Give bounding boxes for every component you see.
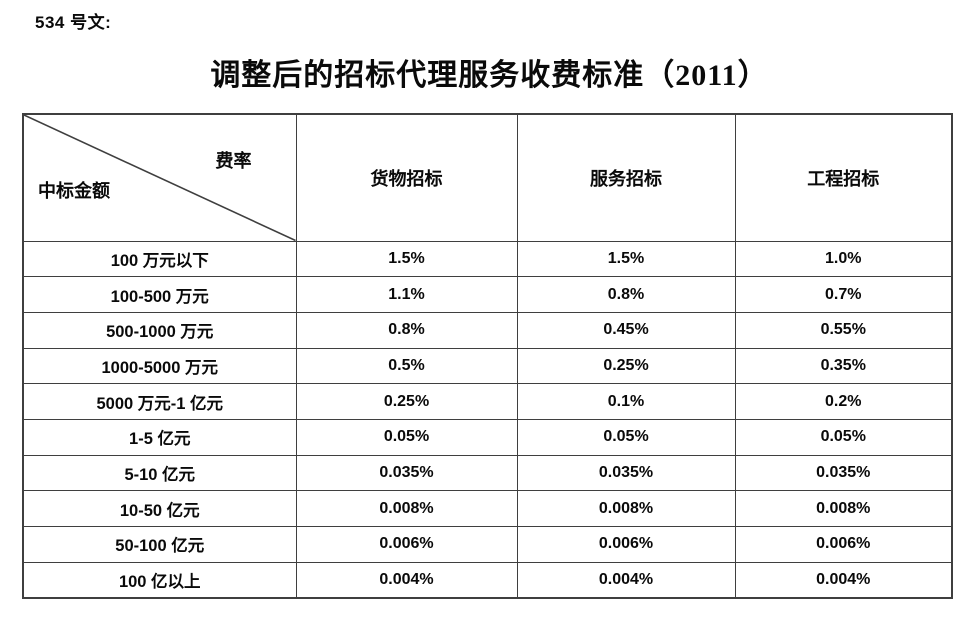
table-row: 100 万元以下 1.5% 1.5% 1.0% xyxy=(22,240,953,278)
corner-label-rate: 费率 xyxy=(215,151,252,171)
rate-value: 0.1% xyxy=(516,383,736,420)
rate-value: 0.8% xyxy=(295,311,518,349)
document-number-label: 534 号文: xyxy=(35,13,112,32)
rate-value: 0.035% xyxy=(516,454,736,492)
fee-rate-table: 费率 中标金额 货物招标 服务招标 工程招标 100 万元以下 1.5% 1.5… xyxy=(22,113,953,599)
table-header-row: 费率 中标金额 货物招标 服务招标 工程招标 xyxy=(22,113,953,242)
column-header-goods: 货物招标 xyxy=(295,113,518,242)
rate-value: 0.008% xyxy=(734,490,953,527)
table-row: 100-500 万元 1.1% 0.8% 0.7% xyxy=(22,276,953,313)
rate-value: 0.006% xyxy=(516,526,736,563)
rate-value: 0.5% xyxy=(295,347,518,385)
table-row: 50-100 亿元 0.006% 0.006% 0.006% xyxy=(22,526,953,563)
diagonal-divider-line xyxy=(24,115,295,240)
table-row: 100 亿以上 0.004% 0.004% 0.004% xyxy=(22,561,953,599)
row-label: 100 亿以上 xyxy=(22,561,297,599)
rate-value: 0.006% xyxy=(295,526,518,563)
rate-value: 0.25% xyxy=(295,383,518,420)
rate-value: 0.004% xyxy=(734,561,953,599)
row-label: 50-100 亿元 xyxy=(22,526,297,563)
rate-value: 0.006% xyxy=(734,526,953,563)
diagonal-header-cell: 费率 中标金额 xyxy=(22,113,297,242)
rate-value: 0.004% xyxy=(516,561,736,599)
row-label: 500-1000 万元 xyxy=(22,311,297,349)
table-row: 1000-5000 万元 0.5% 0.25% 0.35% xyxy=(22,347,953,385)
table-row: 10-50 亿元 0.008% 0.008% 0.008% xyxy=(22,490,953,527)
rate-value: 0.008% xyxy=(516,490,736,527)
row-label: 10-50 亿元 xyxy=(22,490,297,527)
row-label: 100-500 万元 xyxy=(22,276,297,313)
row-label: 5000 万元-1 亿元 xyxy=(22,383,297,420)
rate-value: 0.25% xyxy=(516,347,736,385)
rate-value: 1.5% xyxy=(295,240,518,278)
rate-value: 0.05% xyxy=(295,418,518,456)
rate-value: 0.7% xyxy=(734,276,953,313)
table-row: 5000 万元-1 亿元 0.25% 0.1% 0.2% xyxy=(22,383,953,420)
column-header-works: 工程招标 xyxy=(734,113,953,242)
row-label: 100 万元以下 xyxy=(22,240,297,278)
table-row: 500-1000 万元 0.8% 0.45% 0.55% xyxy=(22,311,953,349)
corner-label-amount: 中标金额 xyxy=(38,181,110,201)
rate-value: 0.008% xyxy=(295,490,518,527)
rate-value: 0.05% xyxy=(516,418,736,456)
table-row: 5-10 亿元 0.035% 0.035% 0.035% xyxy=(22,454,953,492)
rate-value: 0.035% xyxy=(295,454,518,492)
row-label: 1000-5000 万元 xyxy=(22,347,297,385)
rate-value: 0.45% xyxy=(516,311,736,349)
rate-value: 0.004% xyxy=(295,561,518,599)
table-row: 1-5 亿元 0.05% 0.05% 0.05% xyxy=(22,418,953,456)
row-label: 5-10 亿元 xyxy=(22,454,297,492)
rate-value: 0.05% xyxy=(734,418,953,456)
rate-value: 0.035% xyxy=(734,454,953,492)
column-header-service: 服务招标 xyxy=(516,113,736,242)
rate-value: 1.0% xyxy=(734,240,953,278)
rate-value: 0.55% xyxy=(734,311,953,349)
rate-value: 0.8% xyxy=(516,276,736,313)
page-title: 调整后的招标代理服务收费标准（2011） xyxy=(210,59,769,92)
rate-value: 0.2% xyxy=(734,383,953,420)
row-label: 1-5 亿元 xyxy=(22,418,297,456)
rate-value: 1.1% xyxy=(295,276,518,313)
rate-value: 0.35% xyxy=(734,347,953,385)
rate-value: 1.5% xyxy=(516,240,736,278)
